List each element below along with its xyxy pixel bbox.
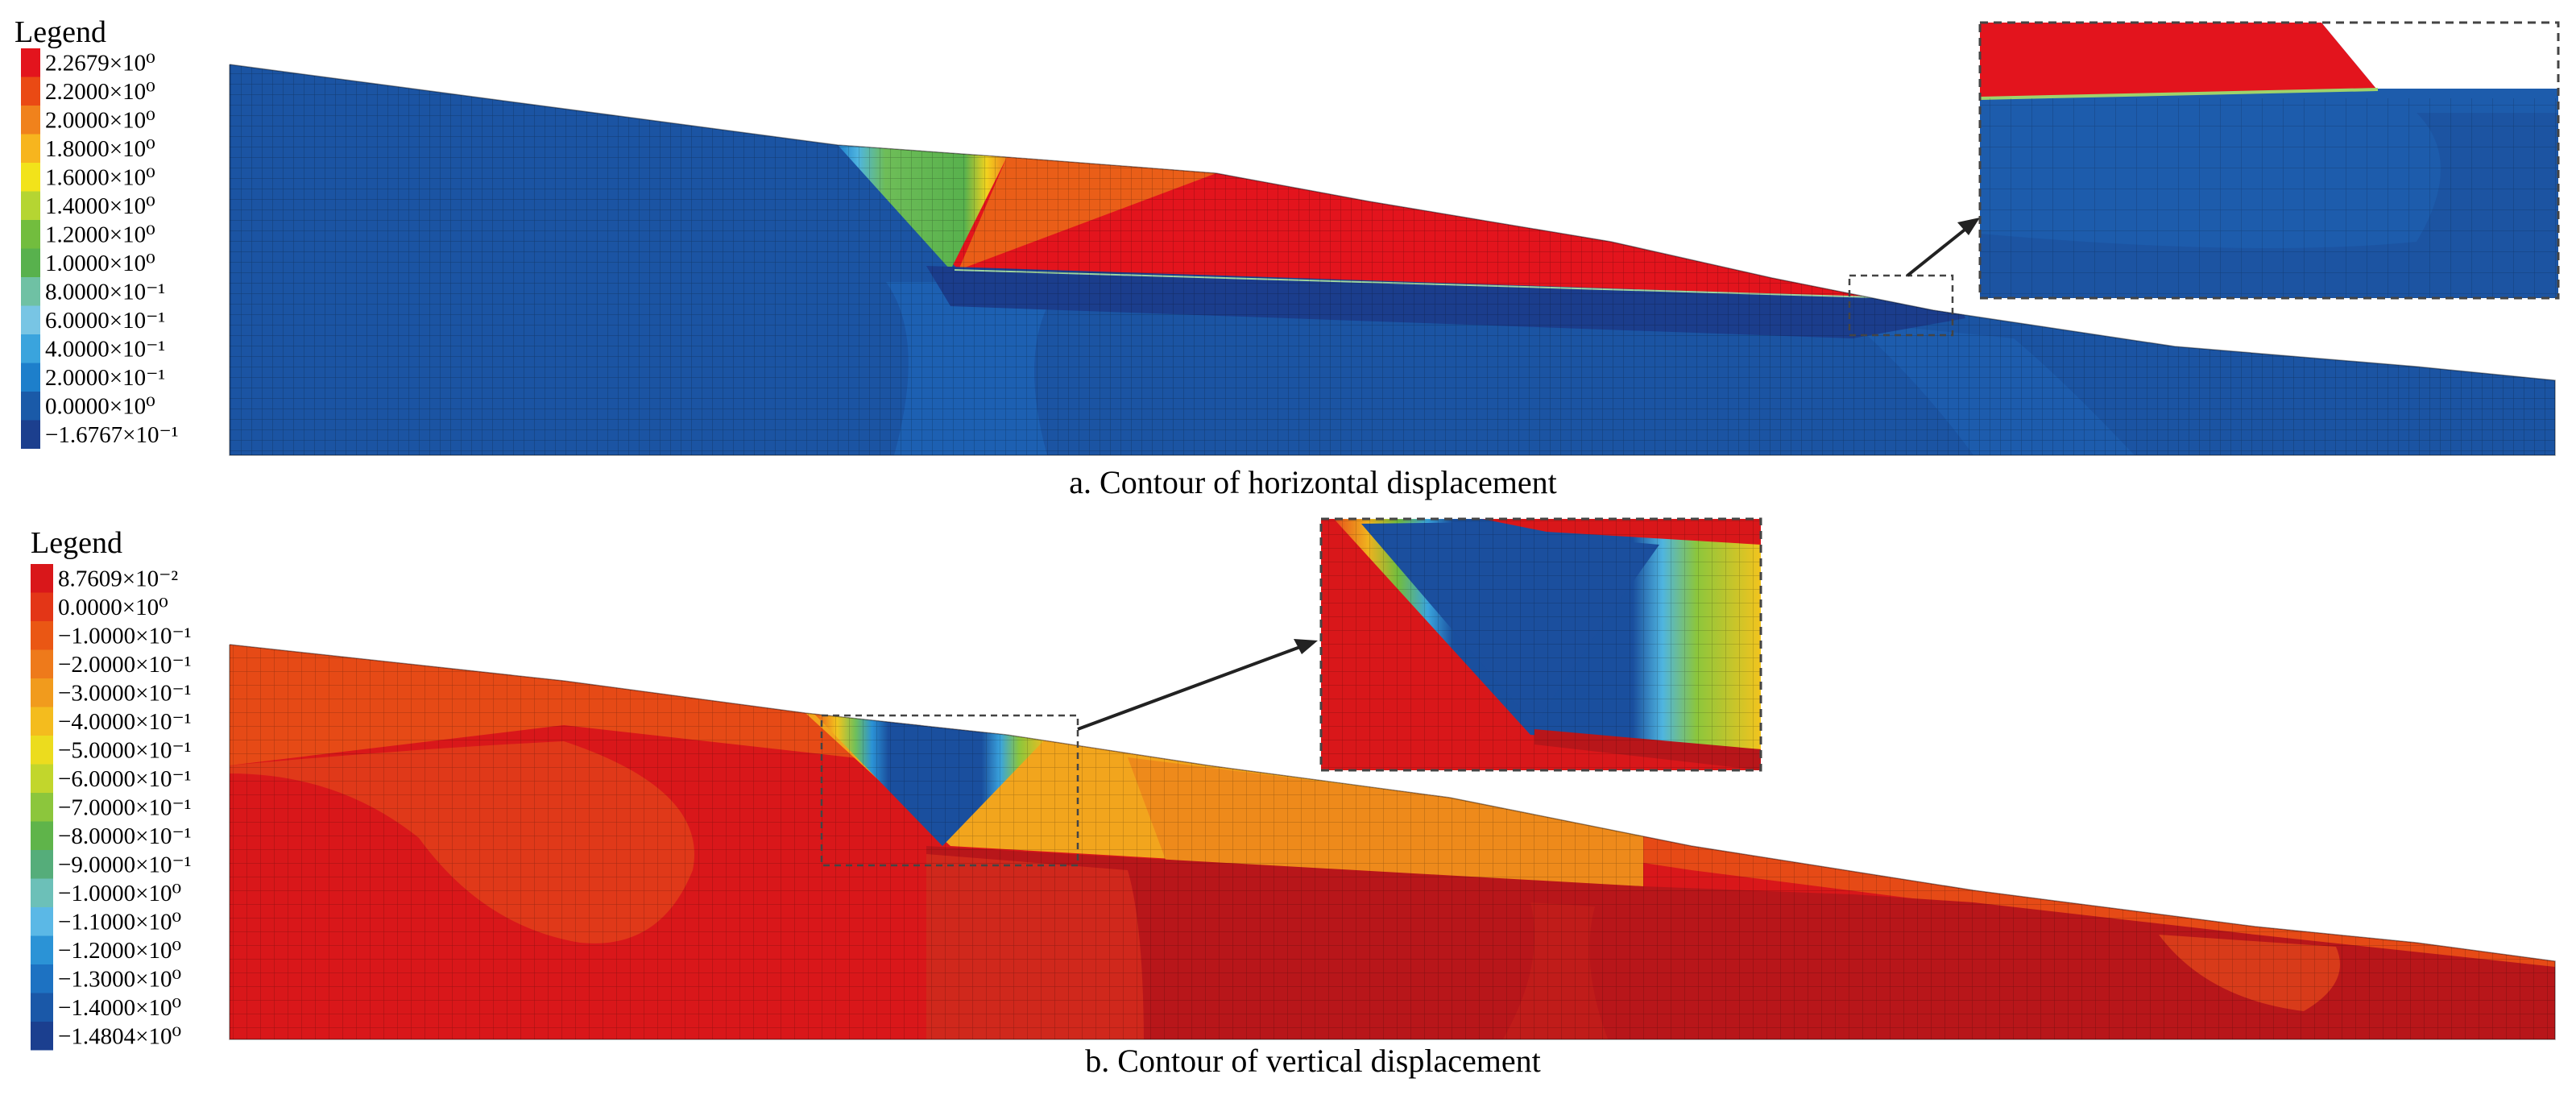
legend-label: 1.8000×10⁰ bbox=[45, 136, 155, 162]
legend-swatch bbox=[21, 77, 40, 106]
legend-swatch bbox=[21, 392, 40, 421]
legend-label: 1.2000×10⁰ bbox=[45, 222, 155, 248]
legend-swatch bbox=[31, 621, 53, 650]
legend-swatch bbox=[31, 592, 53, 621]
legend-label: −7.0000×10⁻¹ bbox=[58, 795, 191, 821]
legend-swatch bbox=[21, 163, 40, 192]
legend-label: −1.0000×10⁻¹ bbox=[58, 624, 191, 649]
legend-label: 8.7609×10⁻² bbox=[58, 566, 178, 592]
legend-swatch bbox=[21, 191, 40, 220]
legend-swatch bbox=[21, 334, 40, 363]
legend-swatch bbox=[31, 850, 53, 879]
legend-swatch bbox=[31, 764, 53, 793]
legend-label: −1.1000×10⁰ bbox=[58, 910, 181, 935]
legend-b-title: Legend bbox=[31, 526, 122, 560]
legend-swatch bbox=[21, 420, 40, 449]
legend-label: 8.0000×10⁻¹ bbox=[45, 280, 165, 305]
zoom-region-marker-b bbox=[820, 714, 1079, 867]
legend-label: 2.2679×10⁰ bbox=[45, 51, 155, 77]
legend-label: −2.0000×10⁻¹ bbox=[58, 652, 191, 678]
caption-a: a. Contour of horizontal displacement bbox=[1069, 464, 1556, 500]
zoom-arrow-a bbox=[1906, 218, 1980, 277]
legend-swatch bbox=[31, 993, 53, 1022]
legend-label: 4.0000×10⁻¹ bbox=[45, 337, 165, 363]
legend-swatch bbox=[31, 564, 53, 593]
legend-label: −4.0000×10⁻¹ bbox=[58, 709, 191, 735]
legend-label: 1.0000×10⁰ bbox=[45, 251, 155, 276]
legend-label: −3.0000×10⁻¹ bbox=[58, 681, 191, 707]
legend-swatch bbox=[21, 220, 40, 249]
legend-b: Legend 8.7609×10⁻² 0.0000×10⁰ −1.0000×10⁻¹… bbox=[31, 526, 191, 1051]
legend-swatch bbox=[31, 678, 53, 707]
legend-swatch bbox=[31, 649, 53, 678]
legend-label: 0.0000×10⁰ bbox=[45, 394, 155, 420]
legend-label: 6.0000×10⁻¹ bbox=[45, 308, 165, 334]
legend-label: −1.3000×10⁰ bbox=[58, 967, 181, 993]
legend-label: −1.4804×10⁰ bbox=[58, 1024, 181, 1050]
legend-label: −5.0000×10⁻¹ bbox=[58, 738, 191, 764]
legend-swatch bbox=[21, 363, 40, 392]
caption-b: b. Contour of vertical displacement bbox=[1085, 1043, 1540, 1079]
legend-swatch bbox=[31, 964, 53, 993]
legend-swatch bbox=[21, 48, 40, 77]
legend-swatch bbox=[31, 907, 53, 936]
legend-swatch bbox=[21, 106, 40, 135]
legend-label: −1.6767×10⁻¹ bbox=[45, 422, 178, 448]
zoom-region-marker-a bbox=[1848, 274, 1954, 337]
zoom-inset-b bbox=[1319, 517, 1762, 772]
legend-label: −6.0000×10⁻¹ bbox=[58, 766, 191, 792]
legend-label: 2.0000×10⁻¹ bbox=[45, 365, 165, 391]
legend-label: 1.4000×10⁰ bbox=[45, 193, 155, 219]
legend-label: −1.0000×10⁰ bbox=[58, 881, 181, 906]
panel-b: Legend 8.7609×10⁻² 0.0000×10⁰ −1.0000×10⁻¹… bbox=[31, 517, 2556, 1079]
legend-label: −9.0000×10⁻¹ bbox=[58, 852, 191, 878]
legend-swatch bbox=[21, 248, 40, 277]
legend-swatch bbox=[21, 134, 40, 163]
legend-label: 2.0000×10⁰ bbox=[45, 108, 155, 134]
legend-label: −1.2000×10⁰ bbox=[58, 938, 181, 964]
legend-swatch bbox=[31, 1022, 53, 1051]
legend-label: 1.6000×10⁰ bbox=[45, 165, 155, 191]
legend-label: −1.4000×10⁰ bbox=[58, 995, 181, 1021]
legend-swatch bbox=[31, 793, 53, 822]
legend-label: 2.2000×10⁰ bbox=[45, 79, 155, 105]
zoom-arrow-b bbox=[1077, 639, 1318, 731]
zoom-inset-a bbox=[1978, 21, 2560, 300]
legend-label: 0.0000×10⁰ bbox=[58, 595, 168, 620]
legend-swatch bbox=[31, 878, 53, 907]
legend-swatch bbox=[21, 305, 40, 334]
legend-swatch bbox=[21, 277, 40, 306]
legend-swatch bbox=[31, 736, 53, 765]
legend-label: −8.0000×10⁻¹ bbox=[58, 823, 191, 849]
legend-swatch bbox=[31, 821, 53, 850]
legend-swatch bbox=[31, 935, 53, 964]
legend-swatch bbox=[31, 707, 53, 736]
legend-a-title: Legend bbox=[14, 15, 106, 49]
